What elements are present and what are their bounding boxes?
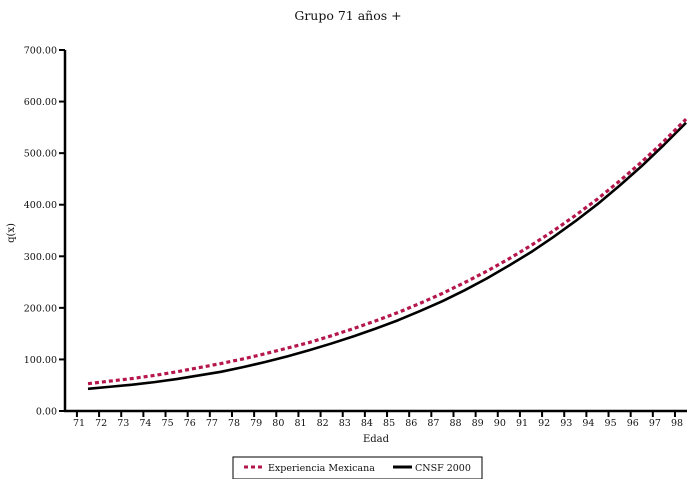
y-tick-label: 600.00 bbox=[24, 97, 57, 108]
x-tick-label: 89 bbox=[472, 418, 484, 429]
x-tick-label: 92 bbox=[538, 418, 550, 429]
y-tick-label: 300.00 bbox=[24, 252, 57, 263]
x-tick-label: 76 bbox=[184, 418, 196, 429]
y-tick-label: 100.00 bbox=[24, 355, 57, 366]
x-tick-label: 81 bbox=[294, 418, 306, 429]
legend: Experiencia Mexicana CNSF 2000 bbox=[232, 456, 483, 479]
x-tick-label: 73 bbox=[117, 418, 129, 429]
series-line-cnsf-2000 bbox=[87, 121, 687, 391]
x-axis-title: Edad bbox=[363, 434, 390, 445]
y-axis-ticks: 0.00 100.00 200.00 300.00 400.00 500.00 600.00… bbox=[24, 46, 65, 418]
x-tick-label: 85 bbox=[383, 418, 395, 429]
x-tick-label: 77 bbox=[206, 418, 218, 429]
x-tick-label: 80 bbox=[272, 418, 284, 429]
x-tick-label: 83 bbox=[339, 418, 351, 429]
x-tick-label: 82 bbox=[317, 418, 329, 429]
x-tick-label: 96 bbox=[627, 418, 639, 429]
y-tick-label: 0.00 bbox=[36, 407, 57, 418]
x-tick-label: 95 bbox=[605, 418, 617, 429]
chart-title: Grupo 71 años + bbox=[294, 8, 401, 23]
x-tick-label: 90 bbox=[494, 418, 506, 429]
x-tick-label: 78 bbox=[228, 418, 240, 429]
x-tick-label: 91 bbox=[516, 418, 528, 429]
x-tick-label: 88 bbox=[450, 418, 462, 429]
x-tick-label: 79 bbox=[250, 418, 262, 429]
x-tick-label: 72 bbox=[95, 418, 107, 429]
y-tick-label: 200.00 bbox=[24, 303, 57, 314]
x-tick-label: 97 bbox=[649, 418, 661, 429]
x-tick-label: 74 bbox=[139, 418, 151, 429]
x-tick-label: 75 bbox=[162, 418, 174, 429]
y-axis-title: q(x) bbox=[6, 223, 17, 243]
x-tick-label: 93 bbox=[560, 418, 572, 429]
x-tick-label: 94 bbox=[582, 418, 594, 429]
x-tick-label: 71 bbox=[73, 418, 85, 429]
y-tick-label: 500.00 bbox=[24, 149, 57, 160]
series-line-experiencia-mexicana bbox=[87, 117, 688, 386]
x-tick-label: 98 bbox=[671, 418, 683, 429]
x-tick-label: 87 bbox=[427, 418, 439, 429]
x-axis-ticks: 71 72 73 74 75 76 77 78 79 80 81 82 83 84 85 86 87 88 89 90… bbox=[73, 411, 683, 429]
x-tick-label: 84 bbox=[361, 418, 373, 429]
x-tick-label: 86 bbox=[405, 418, 417, 429]
legend-label-experiencia-mexicana: Experiencia Mexicana bbox=[268, 463, 375, 474]
legend-label-cnsf-2000: CNSF 2000 bbox=[415, 463, 471, 474]
y-tick-label: 700.00 bbox=[24, 46, 57, 57]
legend-box bbox=[232, 456, 483, 479]
series-group bbox=[87, 117, 688, 391]
y-tick-label: 400.00 bbox=[24, 200, 57, 211]
